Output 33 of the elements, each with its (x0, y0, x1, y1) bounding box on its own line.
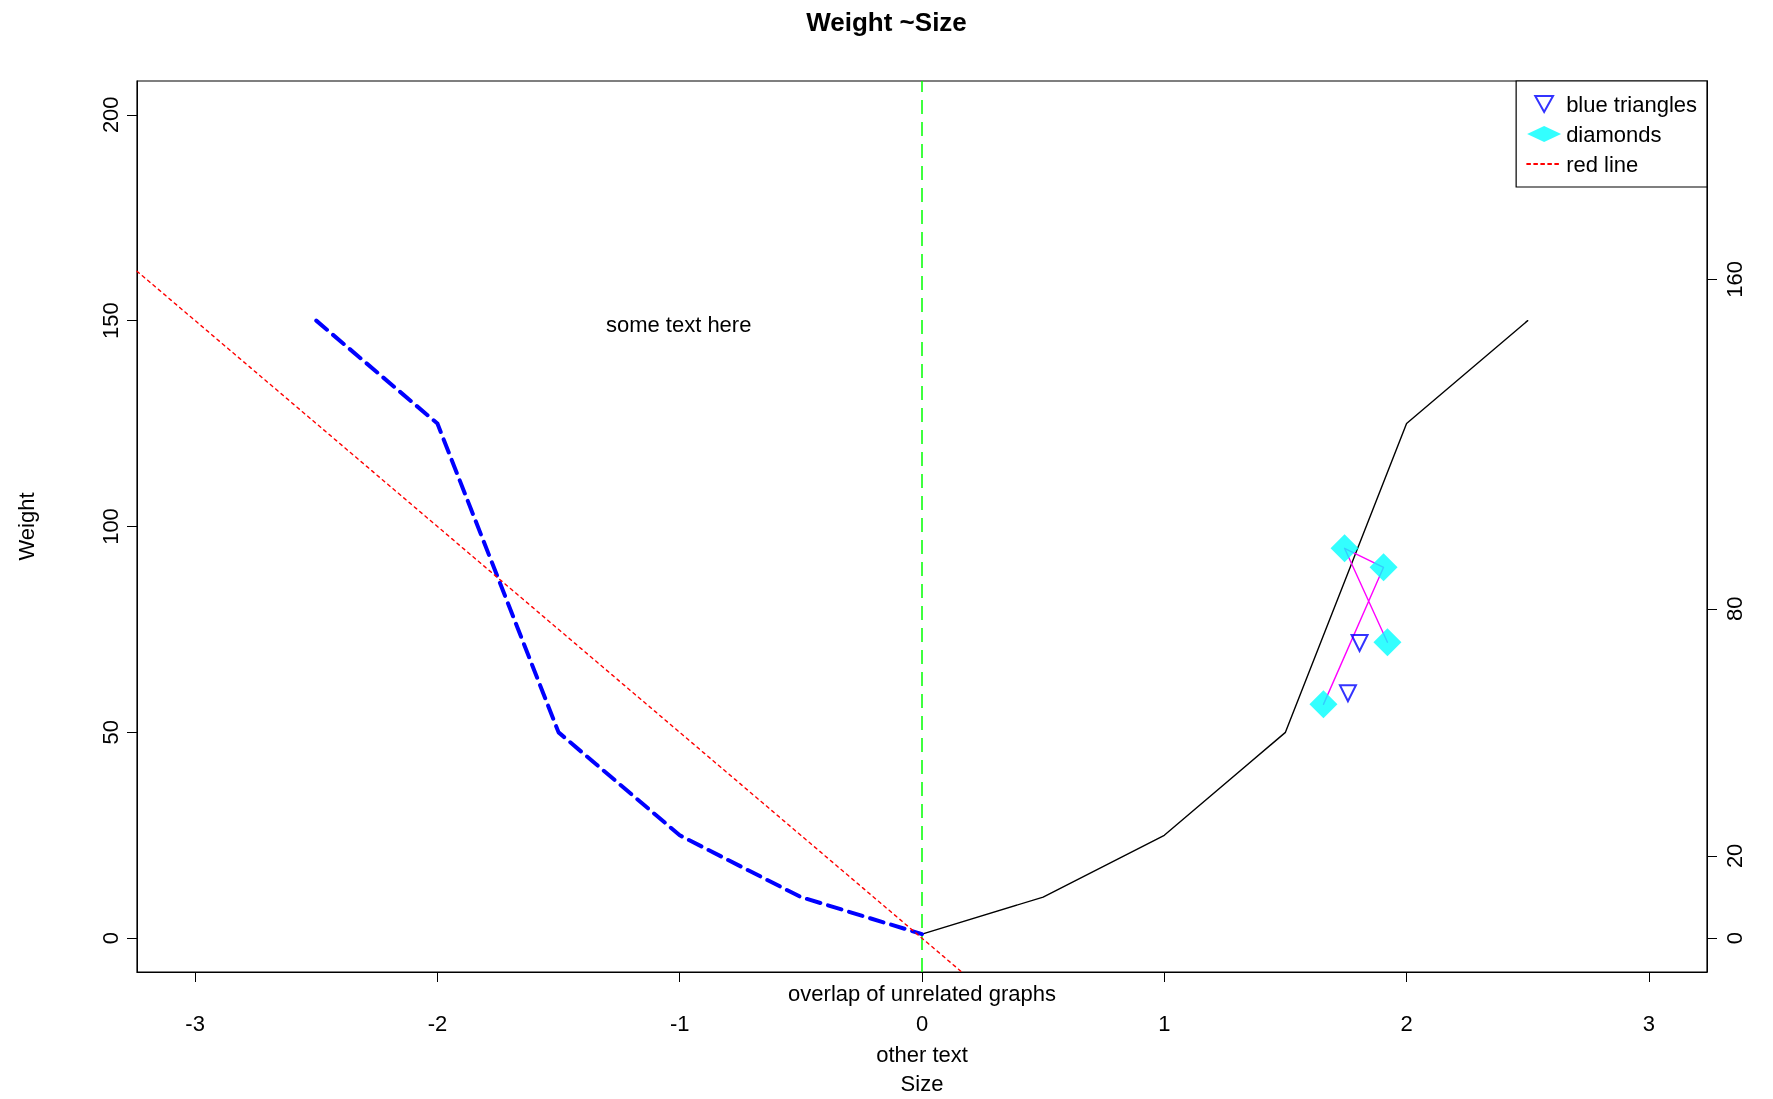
legend-label: diamonds (1566, 121, 1662, 147)
point (1350, 634, 1369, 653)
y-tick-label: 50 (97, 720, 123, 745)
text: overlap of unrelated graphs (788, 980, 1056, 1006)
line-series (921, 319, 1529, 935)
y-axis-title: Weight (13, 492, 39, 561)
point (1338, 684, 1357, 703)
x-tick-label: 3 (1642, 1010, 1655, 1036)
x-axis-title: Size (900, 1070, 944, 1096)
y2-tick-label: 80 (1721, 596, 1747, 622)
point (1309, 690, 1338, 719)
annotation: some text here (605, 311, 752, 337)
x-tick-label: -3 (185, 1010, 205, 1036)
x-tick-label: -2 (427, 1010, 448, 1036)
chart-title: Weight ~Size (806, 7, 967, 37)
y-tick-label: 0 (97, 932, 123, 945)
text: other text (876, 1041, 968, 1067)
x-tick-label: 1 (1158, 1010, 1171, 1036)
y2-tick-label: 0 (1721, 932, 1747, 945)
point (1369, 553, 1398, 582)
line-series (314, 318, 924, 937)
x-tick-label: -1 (669, 1010, 690, 1036)
legend-label: blue triangles (1566, 91, 1698, 117)
y-tick-label: 100 (97, 508, 123, 545)
legend-label: red line (1566, 151, 1639, 177)
x-tick-label: 0 (915, 1010, 929, 1036)
y-tick-label: 200 (97, 96, 123, 134)
y2-tick-label: 160 (1721, 261, 1747, 298)
point (1373, 628, 1402, 657)
y2-tick-label: 20 (1721, 843, 1747, 869)
y-tick-label: 150 (97, 302, 123, 339)
x-tick-label: 2 (1400, 1010, 1413, 1036)
point (1330, 534, 1359, 563)
